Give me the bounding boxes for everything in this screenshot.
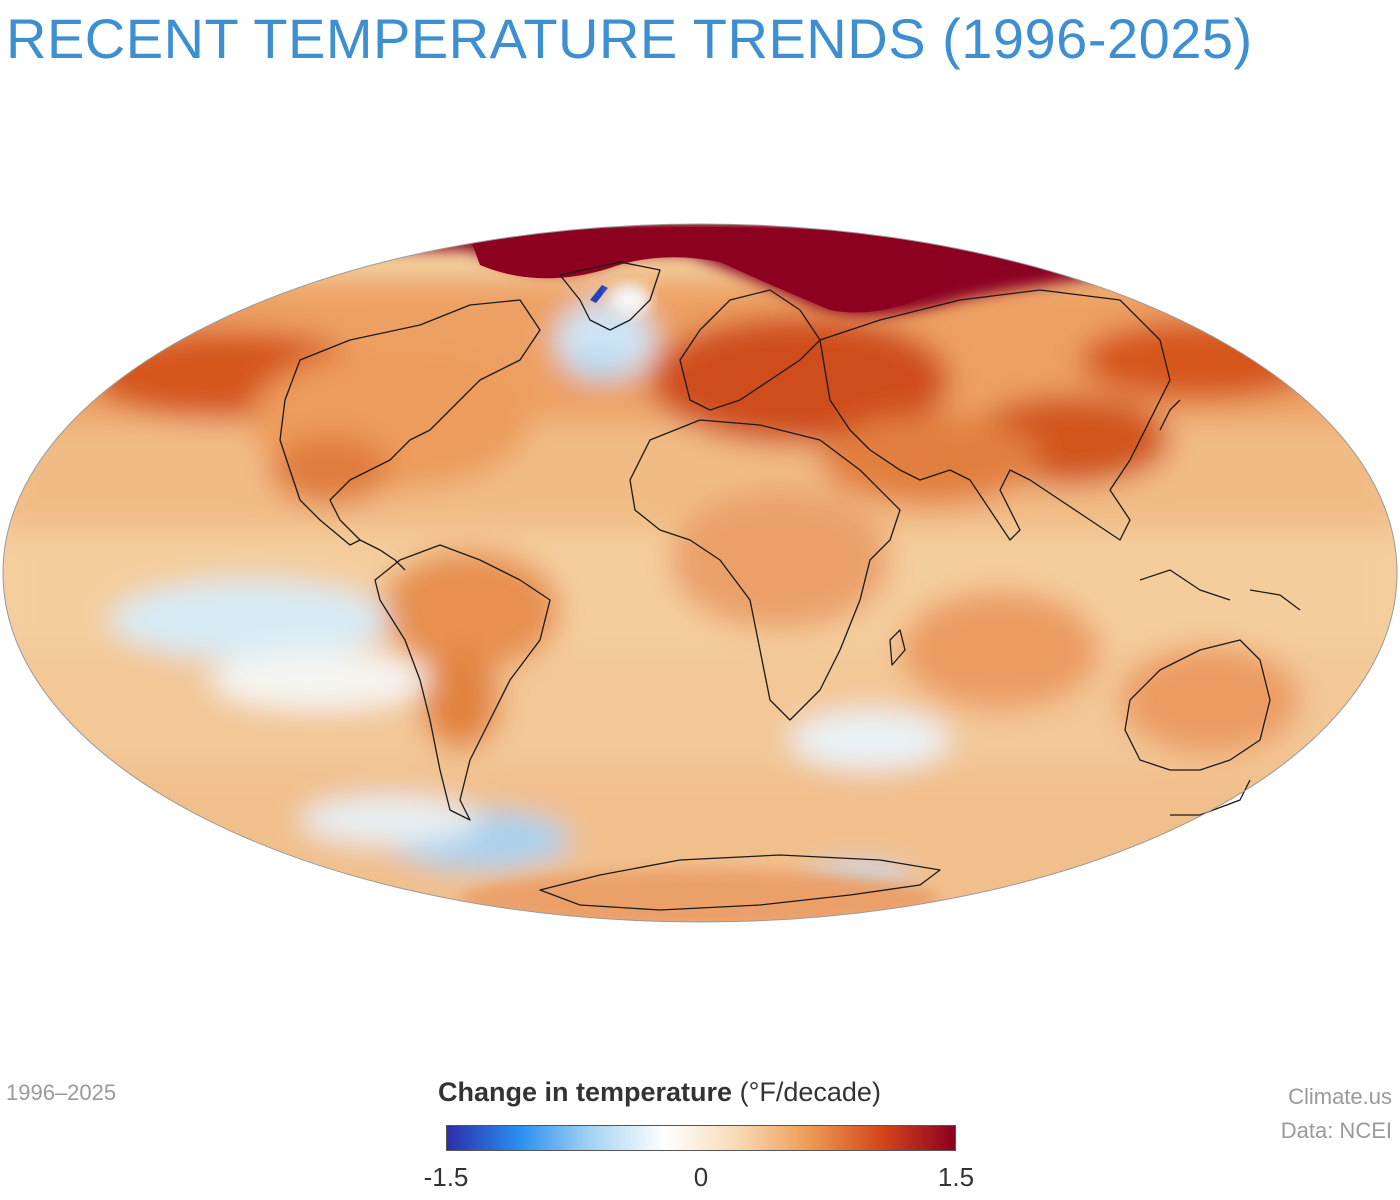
- source-data: Data: NCEI: [1280, 1118, 1392, 1143]
- globe-outline: [2, 223, 1398, 923]
- colorbar-tick-min: -1.5: [423, 1162, 469, 1192]
- colorbar: [446, 1125, 956, 1151]
- map-title: RECENT TEMPERATURE TRENDS (1996-2025): [6, 7, 1253, 70]
- source-block: Climate.us Data: NCEI: [1281, 1080, 1392, 1148]
- legend-title: Change in temperature (°F/decade): [438, 1077, 881, 1108]
- source-site: Climate.us: [1288, 1084, 1392, 1109]
- colorbar-tick-zero: 0: [693, 1162, 709, 1192]
- colorbar-tick-max: 1.5: [937, 1162, 975, 1192]
- legend-unit: (°F/decade): [739, 1077, 881, 1107]
- coastlines: [279, 261, 1301, 911]
- globe-field: [3, 224, 1397, 922]
- legend-title-text: Change in temperature: [438, 1077, 733, 1107]
- period-label: 1996–2025: [6, 1080, 117, 1105]
